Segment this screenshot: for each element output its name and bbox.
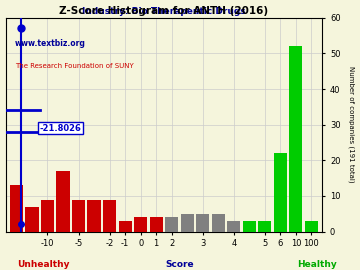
Bar [149,217,163,232]
Bar [243,221,256,232]
Text: www.textbiz.org: www.textbiz.org [15,39,86,48]
Bar [165,217,178,232]
Bar [41,200,54,232]
Bar [305,221,318,232]
Bar [134,217,147,232]
Bar [212,214,225,232]
Text: Industry: Bio Therapeutic Drugs: Industry: Bio Therapeutic Drugs [82,6,246,16]
Bar [10,185,23,232]
Text: Unhealthy: Unhealthy [17,260,69,269]
Text: Healthy: Healthy [297,260,337,269]
Bar [227,221,240,232]
Bar [103,200,116,232]
Bar [181,214,194,232]
Bar [196,214,209,232]
Bar [118,221,132,232]
Bar [25,207,39,232]
Bar [289,46,302,232]
Bar [72,200,85,232]
Bar [274,153,287,232]
Bar [87,200,101,232]
Bar [57,171,69,232]
Title: Z-Score Histogram for ANTH (2016): Z-Score Histogram for ANTH (2016) [59,6,269,16]
Text: The Research Foundation of SUNY: The Research Foundation of SUNY [15,63,134,69]
Y-axis label: Number of companies (191 total): Number of companies (191 total) [348,66,355,183]
Text: Score: Score [166,260,194,269]
Bar [258,221,271,232]
Text: -21.8026: -21.8026 [40,124,82,133]
